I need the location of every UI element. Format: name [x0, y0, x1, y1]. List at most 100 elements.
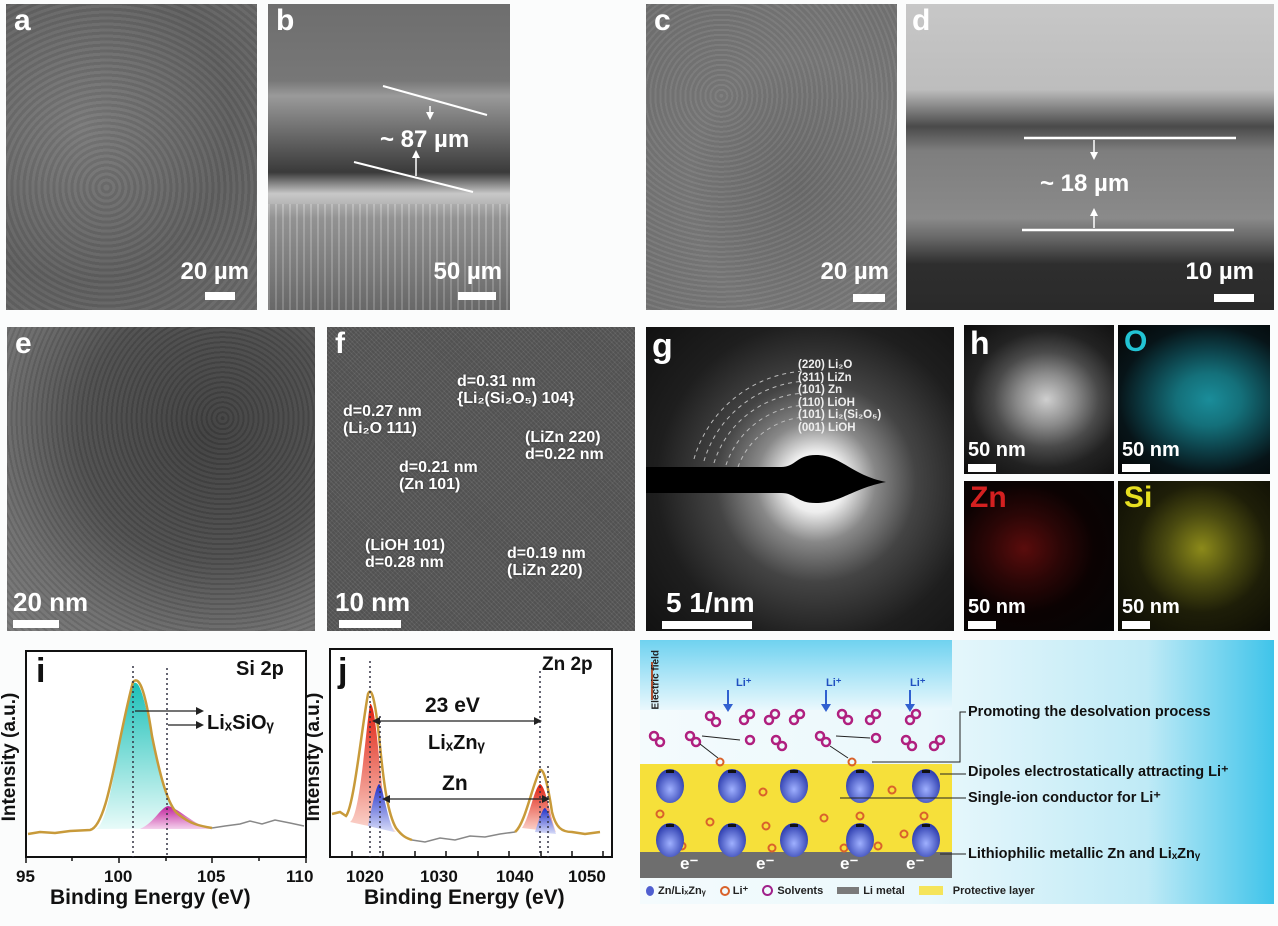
species-label: Zn	[442, 772, 468, 795]
electron-label: e⁻	[840, 854, 859, 873]
scale-bar-label: 5 1/nm	[666, 587, 755, 618]
chart-title: Zn 2p	[542, 654, 593, 675]
lattice-annotation: (LiOH 101) d=0.28 nm	[365, 537, 446, 571]
scale-bar	[339, 620, 401, 628]
legend-item: Li⁺	[719, 884, 748, 897]
chart-i-si2p-xps: i Si 2p LiₓSiOᵧ Intensity (a.u.) 95 100 …	[0, 636, 315, 926]
chart-j-zn2p-xps: j Zn 2p 23 eV LiₓZnᵧ Zn Intensity (a.u.)…	[303, 636, 630, 926]
x-tick: 1040	[496, 867, 534, 886]
electron-label: e⁻	[906, 854, 925, 873]
y-axis-label: Intensity (a.u.)	[303, 692, 324, 822]
panel-label: j	[338, 652, 348, 690]
legend-item: Li metal	[837, 885, 905, 897]
panel-h-silicon-map: Si 50 nm	[1118, 481, 1270, 631]
scale-bar-label: 50 nm	[968, 596, 1026, 618]
energy-split-label: 23 eV	[425, 694, 480, 717]
lattice-annotation: d=0.21 nm (Zn 101)	[399, 459, 478, 493]
panel-b-sem-cross-section: b ~ 87 µm 50 µm	[268, 4, 510, 310]
legend-item: Solvents	[762, 885, 823, 897]
li-metal-swatch	[837, 887, 860, 895]
y-axis-label: Intensity (a.u.)	[0, 692, 20, 822]
legend: Zn/LiₓZnᵧ Li⁺ Solvents Li metal Protecti…	[646, 884, 1035, 897]
legend-item: Protective layer	[918, 885, 1035, 897]
panel-g-saed-pattern: g (220) Li₂O (311) LiZn (101) Zn (110) L…	[646, 327, 954, 631]
li-ion-label: Li⁺	[910, 677, 926, 689]
lattice-annotation: d=0.19 nm (LiZn 220)	[507, 545, 586, 579]
scale-bar	[205, 292, 235, 300]
lattice-annotation: d=0.27 nm (Li₂O 111)	[343, 403, 422, 437]
panel-h-oxygen-map: O 50 nm	[1118, 325, 1270, 474]
electric-field-label: Electric field	[650, 650, 662, 710]
callout-desolvation: Promoting the desolvation process	[968, 704, 1211, 720]
protective-layer-swatch	[918, 886, 943, 896]
panel-label: b	[276, 4, 295, 37]
element-label: Zn	[970, 481, 1007, 514]
thickness-label: ~ 87 µm	[380, 126, 470, 153]
panel-label: i	[36, 652, 46, 690]
panel-label: c	[654, 4, 671, 37]
element-label: O	[1124, 325, 1148, 358]
panel-f-hrtem-image: f d=0.31 nm {Li₂(Si₂O₅) 104} d=0.27 nm (Li…	[327, 327, 635, 631]
panel-d-sem-cross-section: d ~ 18 µm 10 µm	[906, 4, 1274, 310]
solvent-icon	[762, 885, 774, 897]
x-axis-label: Binding Energy (eV)	[364, 886, 565, 909]
thickness-label: ~ 18 µm	[1040, 170, 1130, 197]
scale-bar-label: 50 nm	[1122, 596, 1180, 618]
legend-item: Zn/LiₓZnᵧ	[646, 885, 706, 897]
callout-single-ion: Single-ion conductor for Li⁺	[968, 790, 1161, 806]
panel-a-sem-image: a 20 µm	[6, 4, 257, 310]
x-tick: 100	[104, 867, 133, 886]
x-tick: 110	[286, 867, 314, 886]
callout-lithiophilic: Lithiophilic metallic Zn and LiₓZnᵧ	[968, 846, 1201, 862]
callout-dipoles: Dipoles electrostatically attracting Li⁺	[968, 764, 1229, 780]
panel-label: f	[335, 327, 345, 360]
scale-bar-label: 20 nm	[13, 587, 89, 617]
scale-bar-label: 10 µm	[1185, 258, 1254, 285]
li-ion-icon	[719, 886, 730, 897]
scale-bar-label: 50 nm	[968, 439, 1026, 461]
chart-title: Si 2p	[236, 658, 284, 680]
x-tick: 1050	[568, 867, 606, 886]
scale-bar	[968, 464, 996, 472]
scale-bar	[1122, 621, 1150, 629]
scale-bar	[13, 620, 59, 628]
scale-bar	[1214, 294, 1254, 302]
thickness-markers	[1022, 136, 1236, 232]
scale-bar	[968, 621, 996, 629]
scale-bar-label: 50 nm	[1122, 439, 1180, 461]
scale-bar	[1122, 464, 1150, 472]
li-ion-label: Li⁺	[736, 677, 752, 689]
ring-index-list: (220) Li₂O (311) LiZn (101) Zn (110) LiO…	[798, 359, 882, 434]
scale-bar-label: 10 nm	[335, 587, 411, 617]
xps-plot-zn2p	[329, 648, 613, 858]
li-ion-label: Li⁺	[826, 677, 842, 689]
xps-plot-si2p	[25, 650, 307, 863]
panel-label: d	[912, 4, 931, 37]
x-axis-label: Binding Energy (eV)	[50, 886, 251, 909]
lattice-annotation: d=0.31 nm {Li₂(Si₂O₅) 104}	[457, 373, 575, 407]
electron-label: e⁻	[756, 854, 775, 873]
scale-bar-label: 20 µm	[820, 258, 889, 285]
diffraction-rings	[646, 370, 886, 503]
panel-k-schematic: k Electric field Li⁺ Li⁺ Li⁺ e⁻ e⁻ e⁻ e⁻…	[640, 640, 1274, 904]
scale-bar	[853, 294, 885, 302]
x-tick: 1030	[420, 867, 458, 886]
x-tick: 95	[16, 867, 35, 886]
panel-label: e	[15, 327, 32, 360]
x-tick: 105	[197, 867, 226, 886]
panel-label: g	[652, 327, 673, 365]
schematic-graphics	[648, 662, 966, 857]
species-label: LiₓSiOᵧ	[207, 712, 274, 734]
lattice-annotation: (LiZn 220) d=0.22 nm	[525, 429, 604, 463]
element-label: Si	[1124, 481, 1153, 514]
panel-label: a	[14, 4, 31, 37]
scale-bar	[662, 621, 752, 629]
panel-e-tem-image: e 20 nm	[7, 327, 315, 631]
thickness-markers	[353, 85, 488, 193]
scale-bar	[458, 292, 496, 300]
scale-bar-label: 20 µm	[180, 258, 249, 285]
x-tick: 1020	[346, 867, 384, 886]
electron-label: e⁻	[680, 854, 699, 873]
panel-h-haadf-image: h 50 nm	[964, 325, 1114, 474]
panel-label: h	[970, 325, 990, 361]
